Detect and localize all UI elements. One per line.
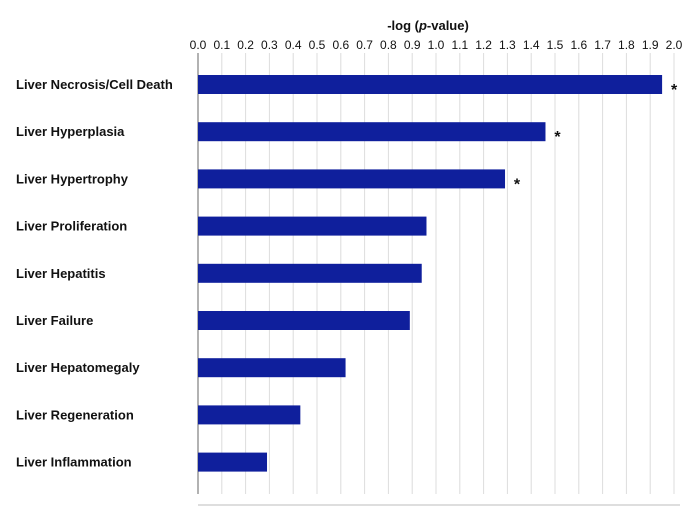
x-tick-label: 0.2 [237, 38, 254, 52]
x-tick-label: 0.9 [404, 38, 421, 52]
x-tick-label: 0.6 [332, 38, 349, 52]
x-tick-label: 1.8 [618, 38, 635, 52]
bar [198, 311, 410, 330]
x-tick-label: 0.5 [309, 38, 326, 52]
category-label: Liver Regeneration [16, 407, 134, 422]
x-tick-label: 1.9 [642, 38, 659, 52]
category-label: Liver Hyperplasia [16, 124, 125, 139]
bar [198, 122, 546, 142]
x-tick-label: 1.3 [499, 38, 516, 52]
significance-marker: * [554, 129, 561, 146]
bar [198, 75, 663, 94]
bar [198, 358, 346, 378]
category-label: Liver Necrosis/Cell Death [16, 77, 173, 92]
x-tick-label: 0.1 [213, 38, 230, 52]
x-tick-label: 1.7 [594, 38, 611, 52]
x-tick-label: 2.0 [666, 38, 683, 52]
axis-title-part-1: -log ( [387, 18, 419, 33]
bar [198, 169, 506, 189]
bars [198, 75, 663, 472]
x-tick-label: 0.4 [285, 38, 302, 52]
bar [198, 405, 301, 425]
category-label: Liver Failure [16, 313, 93, 328]
category-label: Liver Hypertrophy [16, 171, 129, 186]
category-label: Liver Hepatitis [16, 266, 106, 281]
x-tick-label: 1.6 [570, 38, 587, 52]
x-tick-label: 1.4 [523, 38, 540, 52]
tick-labels: 0.0 0.1 0.2 0.3 0.4 0.5 0.6 0.7 0.8 0.9 1.0 1.1 1.2 1… [190, 38, 683, 52]
significance-marker: * [671, 82, 678, 99]
category-label: Liver Inflammation [16, 455, 132, 470]
bar [198, 216, 427, 236]
bar [198, 263, 422, 283]
x-tick-label: 1.5 [547, 38, 564, 52]
significance-marker: * [514, 176, 521, 193]
category-label: Liver Hepatomegaly [16, 360, 140, 375]
x-tick-label: 0.3 [261, 38, 278, 52]
bar [198, 452, 268, 472]
significance-markers: * * * [514, 82, 678, 193]
axis-title-part-3: -value) [427, 18, 469, 33]
axis-title: -log (p-value) [387, 18, 469, 33]
x-tick-label: 0.8 [380, 38, 397, 52]
axis-title-part-2: p [418, 18, 427, 33]
x-tick-label: 0.7 [356, 38, 373, 52]
category-labels: Liver Necrosis/Cell Death Liver Hyperplas… [16, 77, 173, 470]
x-tick-label: 1.0 [428, 38, 445, 52]
category-label: Liver Proliferation [16, 219, 127, 234]
x-tick-label: 1.2 [475, 38, 492, 52]
x-tick-label: 0.0 [190, 38, 207, 52]
x-tick-label: 1.1 [451, 38, 468, 52]
title-layer: -log (p-value) [387, 18, 469, 33]
